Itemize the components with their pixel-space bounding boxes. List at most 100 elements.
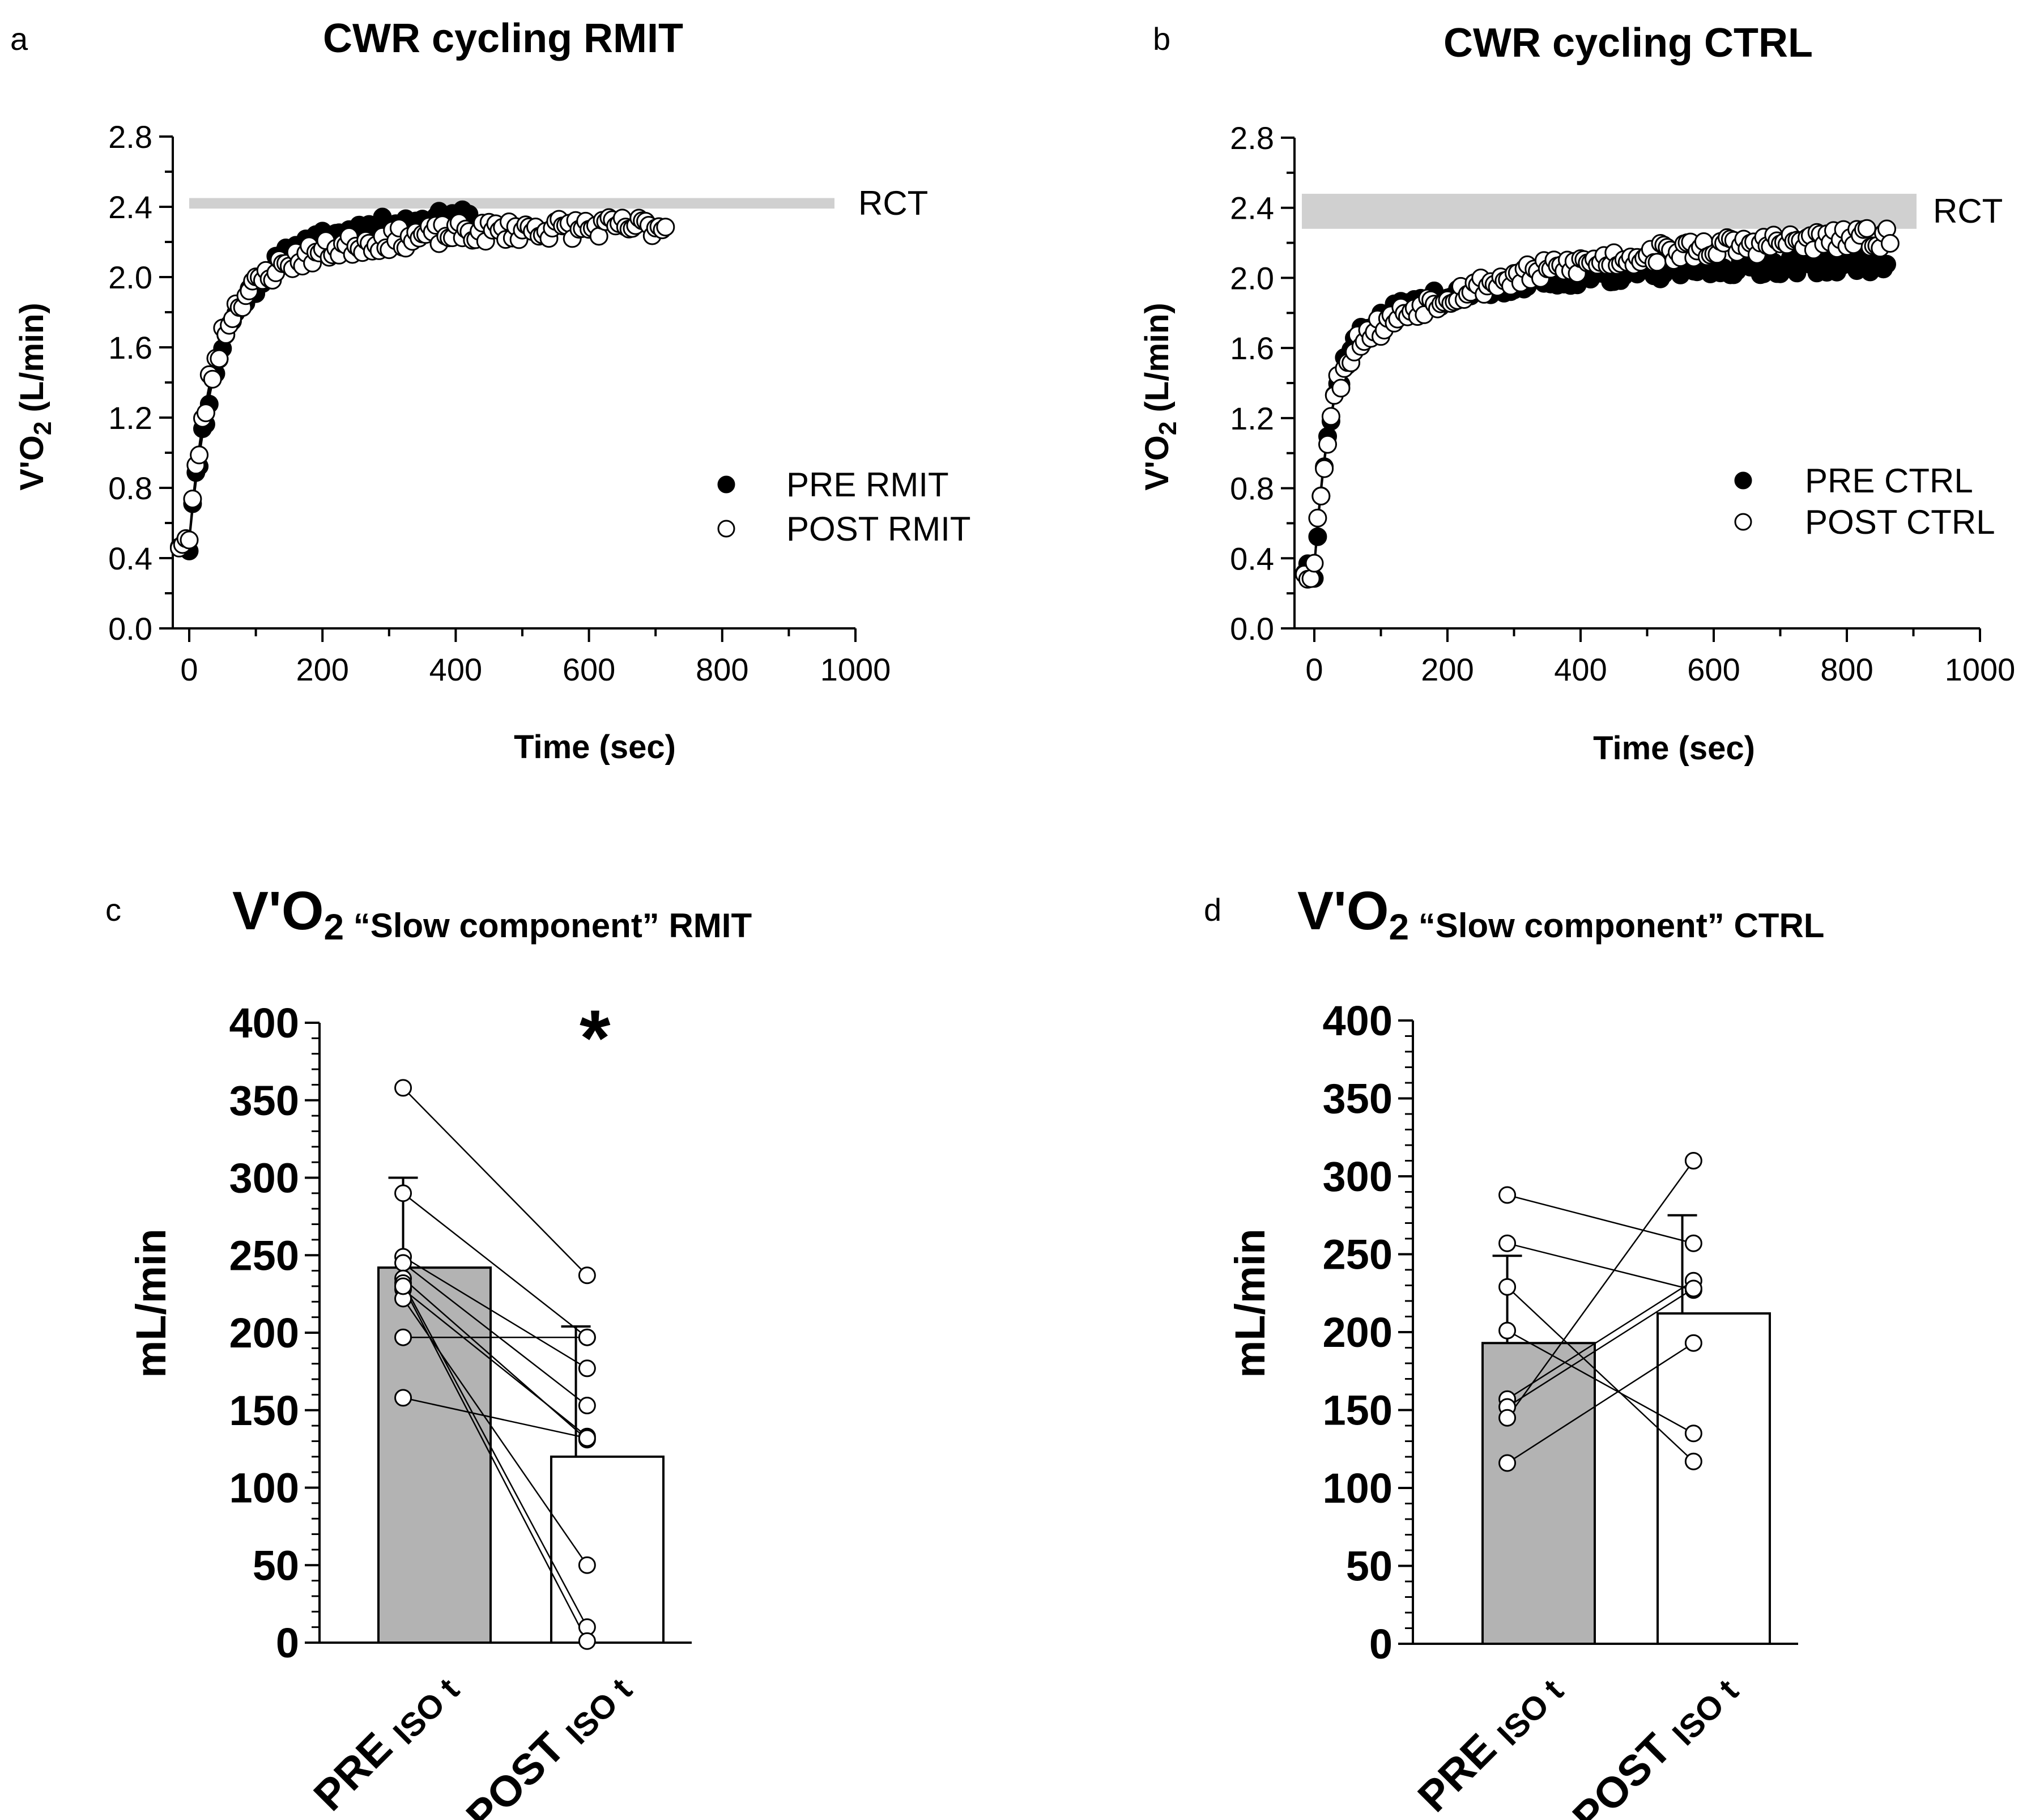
individual-point-post bbox=[578, 1397, 596, 1415]
individual-point-post bbox=[1684, 1334, 1702, 1352]
x-label-pre: PRE ISO t bbox=[305, 1661, 466, 1820]
paired-line bbox=[402, 1289, 588, 1438]
legend-label-pre: PRE RMIT bbox=[786, 466, 949, 504]
x-tick-label: 0 bbox=[1305, 652, 1323, 687]
panel-b-ylabel: V'O2 (L/min) bbox=[1139, 303, 1182, 490]
panel-b-xlabel: Time (sec) bbox=[1593, 730, 1755, 767]
individual-point-pre bbox=[1498, 1454, 1517, 1472]
y-tick-label: 2.4 bbox=[1230, 190, 1274, 226]
y-tick-label: 2.8 bbox=[1230, 120, 1274, 156]
y-tick-label: 200 bbox=[1323, 1309, 1393, 1356]
individual-point-post bbox=[1684, 1279, 1702, 1298]
legend-marker-pre bbox=[1734, 471, 1752, 490]
individual-point-post bbox=[578, 1266, 596, 1285]
y-tick-label: 50 bbox=[1346, 1543, 1393, 1590]
individual-point-post bbox=[578, 1429, 596, 1447]
data-point-post bbox=[196, 403, 215, 423]
paired-line bbox=[402, 1087, 588, 1276]
y-tick-label: 0.0 bbox=[108, 611, 152, 647]
individual-point-pre bbox=[394, 1277, 412, 1295]
data-point-post bbox=[1857, 219, 1876, 238]
paired-line bbox=[1506, 1286, 1694, 1462]
data-point-post bbox=[656, 218, 675, 237]
panel-b-axes: 0.0 0.4 0.8 1.2 1.6 2.0 2.4 2.8 0 200 400 600 800 100… bbox=[1230, 120, 2015, 687]
paired-line bbox=[1506, 1330, 1694, 1434]
paired-line bbox=[402, 1256, 588, 1369]
panel-a-points bbox=[169, 200, 675, 560]
individual-point-pre bbox=[1498, 1321, 1517, 1340]
panel-d-axes: 0 50 100 150 200 250 300 350 400 bbox=[1323, 997, 1798, 1668]
y-tick-label: 100 bbox=[1323, 1465, 1393, 1512]
data-point-post bbox=[183, 490, 202, 509]
individual-point-pre bbox=[1498, 1186, 1517, 1204]
paired-line bbox=[402, 1192, 588, 1338]
panel-b-rct-label: RCT bbox=[1933, 192, 2003, 230]
y-tick-label: 0.4 bbox=[108, 541, 152, 576]
individual-point-post bbox=[1684, 1452, 1702, 1470]
paired-line bbox=[402, 1262, 588, 1406]
legend-label-post: POST CTRL bbox=[1805, 503, 1995, 541]
individual-point-post bbox=[578, 1359, 596, 1377]
paired-line bbox=[402, 1286, 588, 1642]
data-point-post bbox=[180, 530, 199, 550]
panel-b-title: CWR cycling CTRL bbox=[1443, 20, 1813, 66]
x-tick-label: 800 bbox=[1820, 652, 1873, 687]
individual-point-post bbox=[1684, 1152, 1702, 1170]
panel-d-title: V'O2 “Slow component” CTRL bbox=[1297, 881, 1824, 947]
y-tick-label: 0.8 bbox=[108, 470, 152, 506]
individual-point-post bbox=[578, 1556, 596, 1574]
y-tick-label: 0.0 bbox=[1230, 611, 1274, 647]
x-label-post: POST ISO t bbox=[1564, 1662, 1745, 1820]
y-tick-label: 400 bbox=[229, 1000, 299, 1047]
panel-a-ylabel: V'O2 (L/min) bbox=[14, 303, 57, 490]
panel-a-axes: 0.0 0.4 0.8 1.2 1.6 2.0 2.4 2.8 0 200 400 600 800 100… bbox=[108, 119, 891, 687]
panel-d-letter: d bbox=[1204, 892, 1221, 928]
x-tick-label: 200 bbox=[296, 652, 348, 687]
individual-point-pre bbox=[394, 1184, 412, 1202]
y-tick-label: 300 bbox=[1323, 1153, 1393, 1200]
bar-post bbox=[1656, 1312, 1771, 1645]
y-tick-label: 250 bbox=[229, 1232, 299, 1279]
y-tick-label: 0 bbox=[1369, 1621, 1393, 1668]
bar-pre bbox=[377, 1266, 492, 1644]
paired-line bbox=[403, 1397, 587, 1439]
data-point-post bbox=[1315, 459, 1334, 478]
panel-c-letter: c bbox=[105, 892, 121, 928]
y-tick-label: 1.6 bbox=[1230, 330, 1274, 366]
bar-pre bbox=[1481, 1342, 1596, 1645]
y-tick-label: 150 bbox=[1323, 1387, 1393, 1434]
panel-b: b CWR cycling CTRL RCT 0.0 0.4 0.8 1.2 1.6 2.… bbox=[1139, 20, 2015, 767]
legend-label-pre: PRE CTRL bbox=[1805, 462, 1973, 500]
legend-label-post: POST RMIT bbox=[786, 510, 971, 548]
panel-c-ylabel: mL/min bbox=[127, 1228, 174, 1377]
individual-point-pre bbox=[394, 1389, 412, 1407]
y-tick-label: 2.4 bbox=[108, 189, 152, 225]
y-tick-label: 350 bbox=[1323, 1075, 1393, 1122]
individual-point-post bbox=[578, 1632, 596, 1650]
panel-c-title: V'O2 “Slow component” RMIT bbox=[232, 881, 752, 947]
data-point-pre bbox=[1877, 254, 1896, 274]
panel-a-legend: PRE RMIT POST RMIT bbox=[717, 466, 971, 548]
panel-c-axes: 0 50 100 150 200 250 300 350 400 bbox=[229, 1000, 692, 1666]
y-tick-label: 2.0 bbox=[1230, 260, 1274, 296]
data-point-post bbox=[1308, 508, 1327, 528]
y-tick-label: 250 bbox=[1323, 1231, 1393, 1278]
panel-a-title: CWR cycling RMIT bbox=[323, 16, 683, 61]
x-label-pre: PRE ISO t bbox=[1409, 1662, 1570, 1820]
individual-point-pre bbox=[1498, 1234, 1517, 1252]
panel-b-letter: b bbox=[1153, 21, 1170, 57]
data-point-post bbox=[190, 445, 209, 465]
data-point-post bbox=[210, 349, 229, 368]
panel-b-points bbox=[1294, 219, 1900, 589]
individual-point-post bbox=[578, 1328, 596, 1346]
individual-point-post bbox=[1684, 1234, 1702, 1252]
data-point-post bbox=[1880, 234, 1900, 253]
y-tick-label: 50 bbox=[253, 1542, 299, 1589]
legend-marker-post bbox=[717, 520, 735, 538]
y-tick-label: 400 bbox=[1323, 997, 1393, 1044]
y-tick-label: 150 bbox=[229, 1387, 299, 1434]
y-tick-label: 200 bbox=[229, 1309, 299, 1357]
individual-point-pre bbox=[394, 1079, 412, 1097]
data-point-post bbox=[1301, 569, 1321, 588]
